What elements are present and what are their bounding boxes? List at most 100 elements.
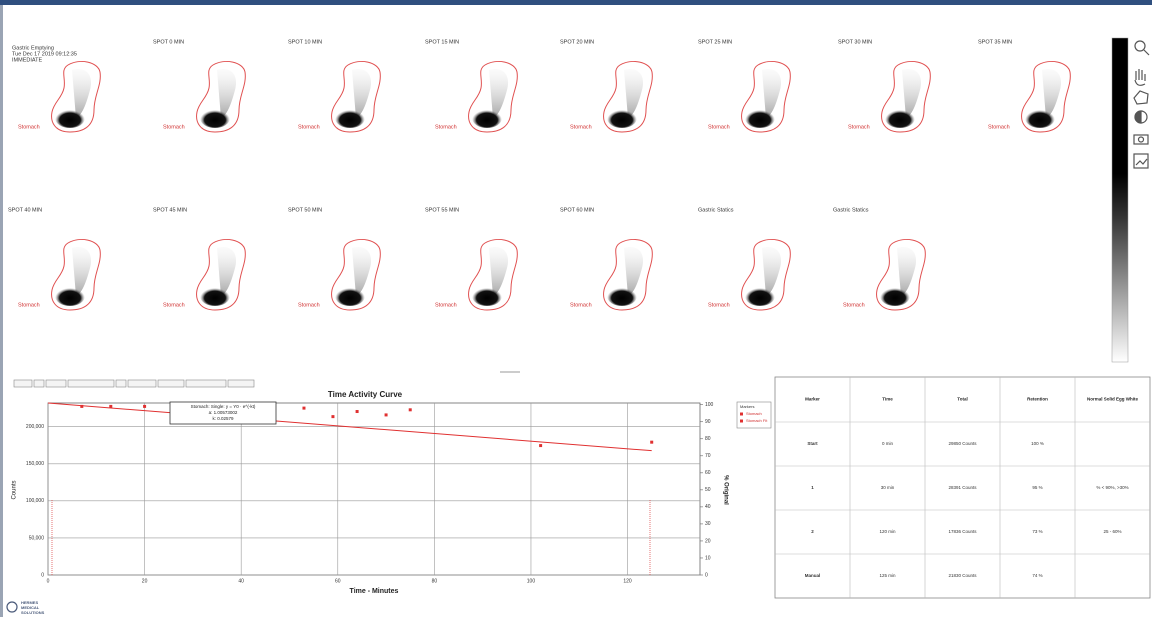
y2-tick-label: 50 [705, 487, 711, 493]
layout-tool[interactable] [1133, 153, 1149, 169]
left-border [0, 5, 3, 617]
table-cell: 73 % [1032, 529, 1042, 534]
haze [1042, 69, 1062, 118]
image-title: SPOT 0 MIN [153, 39, 184, 45]
roi-tool[interactable] [1133, 90, 1149, 105]
haze [72, 247, 92, 296]
roi-label: Stomach [570, 302, 592, 308]
control[interactable] [127, 379, 157, 388]
legend-label: Stomach Fit [746, 418, 768, 423]
scan-image [196, 61, 246, 133]
x-tick-label: 80 [432, 578, 438, 584]
scan-image [51, 239, 101, 311]
scan-image [331, 61, 381, 133]
roi-outline [741, 61, 791, 133]
data-point [650, 440, 654, 444]
x-tick-label: 100 [527, 578, 536, 584]
roi-label: Stomach [18, 302, 40, 308]
chart-toolbar [13, 379, 255, 388]
y2-tick-label: 10 [705, 555, 711, 561]
haze [762, 247, 782, 296]
x-tick-label: 20 [142, 578, 148, 584]
image-title: SPOT 20 MIN [560, 39, 594, 45]
roi-outline [1021, 61, 1071, 133]
haze [352, 247, 372, 296]
table-frame [774, 376, 1151, 599]
control[interactable] [157, 379, 185, 388]
activity [472, 286, 502, 306]
header-line: IMMEDIATE [12, 57, 42, 63]
table-cell: 120 min [879, 529, 896, 534]
table-cell: % < 90%, >30% [1096, 485, 1128, 490]
table-cell: 28391 Counts [948, 485, 977, 490]
roi-label: Stomach [570, 124, 592, 130]
y2-tick-label: 40 [705, 504, 711, 510]
roi-outline [331, 239, 381, 311]
control[interactable] [33, 379, 45, 388]
control[interactable] [185, 379, 227, 388]
activity [55, 108, 85, 128]
y2-tick-label: 60 [705, 470, 711, 476]
roi-outline [741, 239, 791, 311]
data-point [302, 406, 306, 410]
time-activity-chart: Time Activity Curve 0 50,000 100,000 150,000… [12, 390, 772, 595]
table-header: Time [882, 397, 893, 402]
activity [880, 286, 910, 306]
roi-label: Stomach [298, 302, 320, 308]
data-point [80, 404, 84, 408]
capture-tool[interactable] [1133, 134, 1149, 145]
data-point [331, 415, 335, 419]
activity [745, 286, 775, 306]
scan-image [468, 239, 518, 311]
activity [200, 286, 230, 306]
scan-image [741, 61, 791, 133]
image-grid: Stomach SPOT 0 MIN Stomach SPOT 10 MIN Stoma… [8, 39, 1071, 311]
y2-tick-label: 100 [705, 402, 714, 408]
control[interactable] [67, 379, 115, 388]
table-header: Marker [805, 397, 820, 402]
haze [762, 69, 782, 118]
roi-outline [51, 61, 101, 133]
table-cell: 2 [811, 529, 814, 534]
scan-image [196, 239, 246, 311]
image-title: SPOT 40 MIN [8, 207, 42, 213]
image-title: SPOT 15 MIN [425, 39, 459, 45]
roi-outline [468, 239, 518, 311]
logo-text: MEDICAL [21, 605, 40, 610]
y2-tick-label: 30 [705, 521, 711, 527]
scan-image [331, 239, 381, 311]
table-cell: 95 % [1032, 485, 1042, 490]
haze [897, 247, 917, 296]
roi-label: Stomach [708, 302, 730, 308]
control[interactable] [13, 379, 33, 388]
logo-text: HERMES [21, 600, 38, 605]
control[interactable] [227, 379, 255, 388]
legend-title: Markers [740, 404, 754, 409]
roi-label: Stomach [298, 124, 320, 130]
table-cell: 21830 Counts [948, 573, 977, 578]
roi-outline [881, 61, 931, 133]
roi-outline [51, 239, 101, 311]
fit-text: Stomach: Single: y = Y0 · e^(-kt) [191, 404, 256, 409]
pan-tool[interactable] [1134, 69, 1146, 86]
zoom-tool[interactable] [1134, 40, 1146, 52]
table-cell: 25 - 60% [1103, 529, 1121, 534]
image-title: Gastric Statics [833, 207, 869, 213]
table-cell: 29850 Counts [948, 441, 977, 446]
fit-text: k: 0.02579 [212, 416, 234, 421]
activity [472, 108, 502, 128]
control[interactable] [45, 379, 67, 388]
haze [624, 247, 644, 296]
table-cell: Start [807, 441, 818, 446]
fit-line [47, 402, 652, 452]
roi-outline [468, 61, 518, 133]
image-title: SPOT 10 MIN [288, 39, 322, 45]
control[interactable] [115, 379, 127, 388]
scan-image [741, 239, 791, 311]
image-title: SPOT 50 MIN [288, 207, 322, 213]
haze [217, 69, 237, 118]
haze [624, 69, 644, 118]
